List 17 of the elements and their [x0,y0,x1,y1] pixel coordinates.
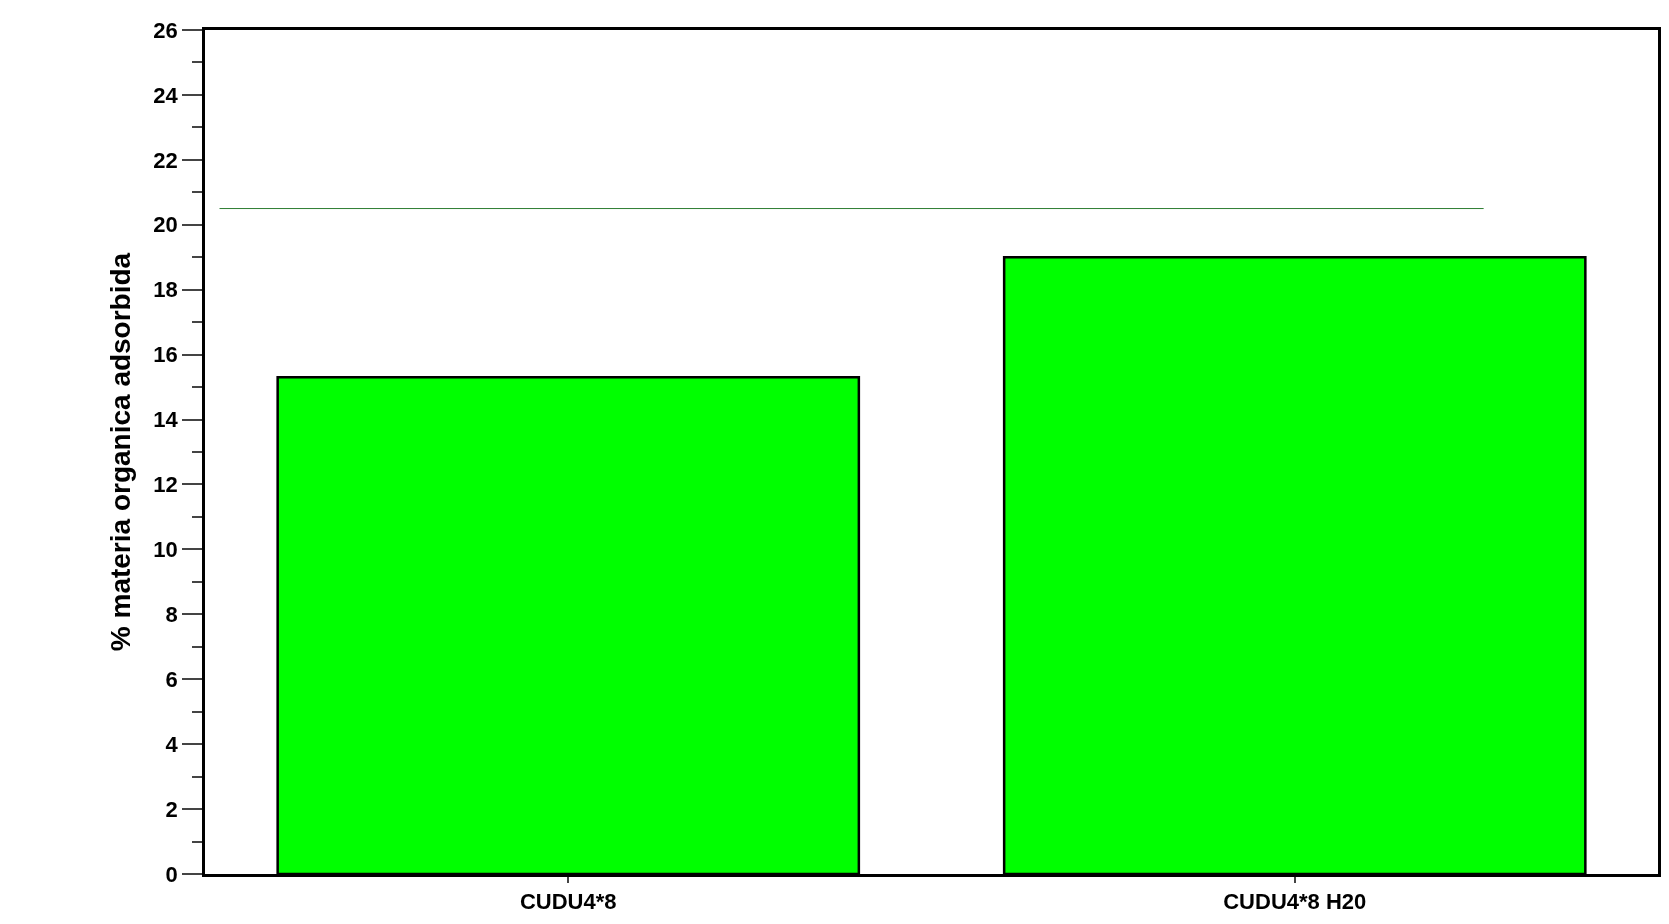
y-tick-label: 8 [165,602,178,628]
y-tick-label: 22 [153,147,178,173]
y-tick-label: 26 [153,17,178,43]
y-tick-label: 0 [165,861,178,887]
y-tick-label: 4 [165,731,179,757]
y-tick-label: 10 [153,537,178,563]
y-tick-label: 18 [153,277,178,303]
x-tick-label: CUDU4*8 [519,889,617,915]
x-tick-label: CUDU4*8 H20 [1223,889,1367,915]
y-tick-label: 24 [153,82,179,108]
y-tick-label: 6 [165,666,178,692]
y-tick-label: 2 [165,796,178,822]
y-axis-title: % materia organica adsorbida [105,252,137,652]
y-tick-label: 12 [153,472,178,498]
y-tick-label: 16 [153,342,178,368]
y-tick-label: 20 [153,212,178,238]
y-tick-label: 14 [153,407,179,433]
